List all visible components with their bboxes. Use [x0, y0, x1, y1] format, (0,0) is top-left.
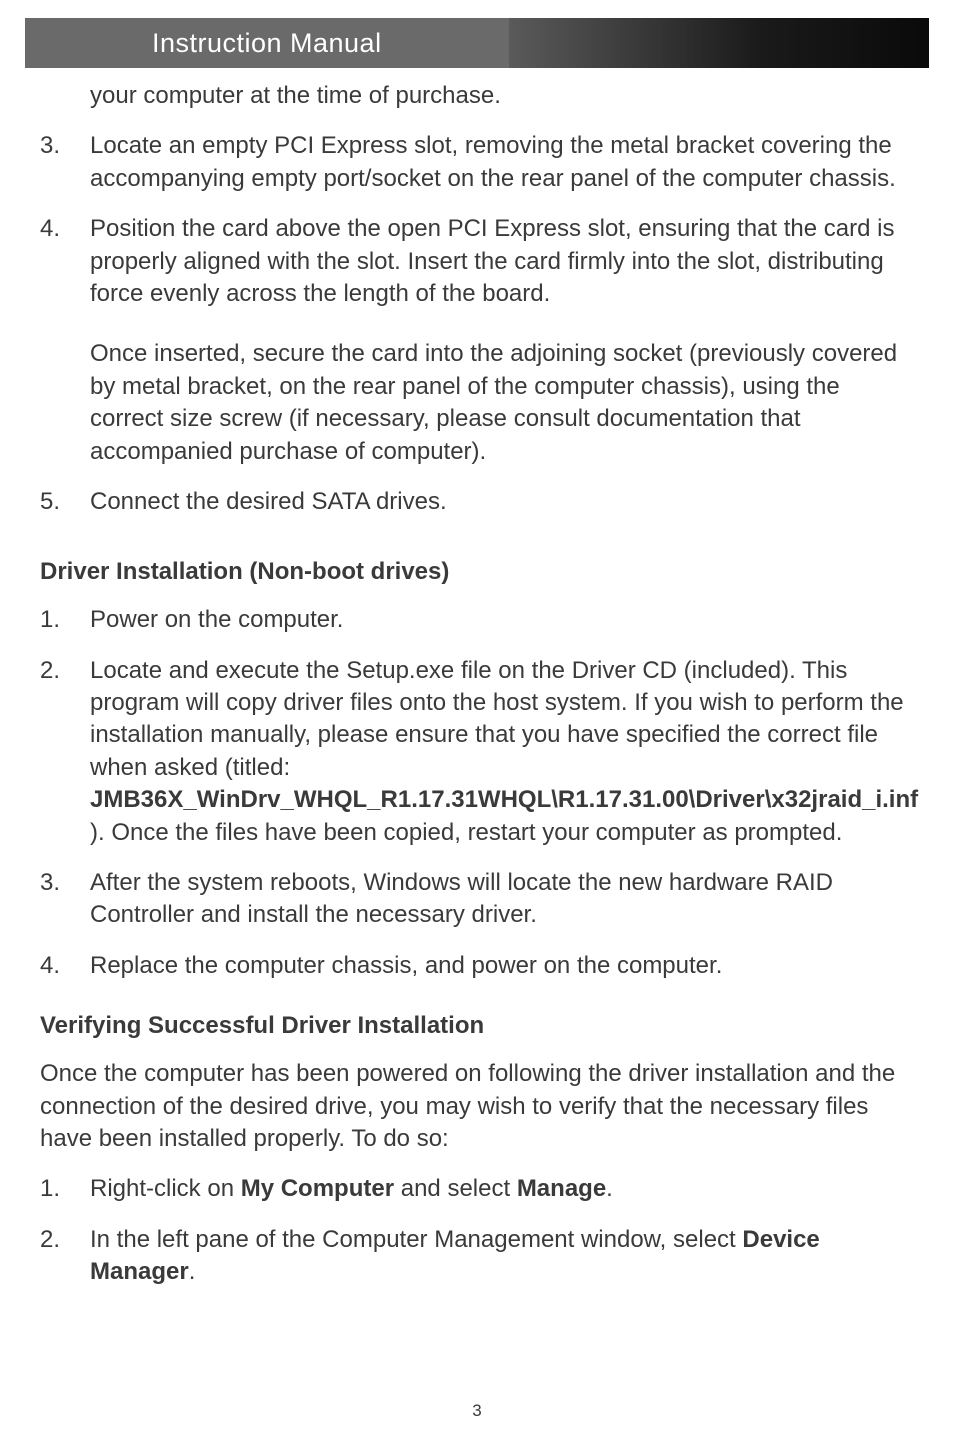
list-item-text-pre: In the left pane of the Computer Managem…	[90, 1226, 742, 1253]
driver-installation-heading: Driver Installation (Non-boot drives)	[40, 558, 914, 586]
list-item: In the left pane of the Computer Managem…	[40, 1224, 914, 1289]
list-item-text: After the system reboots, Windows will l…	[90, 869, 833, 928]
header-right-section	[509, 18, 929, 68]
page-container: Instruction Manual your computer at the …	[0, 18, 954, 1449]
list-item-text-pre: Locate and execute the Setup.exe file on…	[90, 657, 904, 781]
list-item: Position the card above the open PCI Exp…	[40, 213, 914, 468]
content-area: your computer at the time of purchase. L…	[0, 68, 954, 1289]
list-item: Locate and execute the Setup.exe file on…	[40, 655, 914, 849]
header-left-section: Instruction Manual	[25, 18, 509, 68]
page-number: 3	[0, 1401, 954, 1421]
list-item-text: Position the card above the open PCI Exp…	[90, 215, 894, 307]
continuation-text: your computer at the time of purchase.	[90, 80, 914, 112]
list-item: Locate an empty PCI Express slot, removi…	[40, 130, 914, 195]
file-path-bold: JMB36X_WinDrv_WHQL_R1.17.31WHQL\R1.17.31…	[90, 786, 918, 813]
list-item-text: Connect the desired SATA drives.	[90, 488, 447, 515]
list-item-text-post: .	[606, 1175, 613, 1202]
verify-list: Right-click on My Computer and select Ma…	[40, 1173, 914, 1288]
list-item: Right-click on My Computer and select Ma…	[40, 1173, 914, 1205]
body-paragraph: Once the computer has been powered on fo…	[40, 1058, 914, 1155]
list-item-text-pre: Right-click on	[90, 1175, 241, 1202]
list-item-text-mid: and select	[394, 1175, 517, 1202]
list-item: Power on the computer.	[40, 604, 914, 636]
list-item-subpara: Once inserted, secure the card into the …	[90, 338, 914, 468]
verifying-installation-heading: Verifying Successful Driver Installation	[40, 1012, 914, 1040]
list-item-text: Power on the computer.	[90, 606, 343, 633]
header-bar: Instruction Manual	[25, 18, 929, 68]
header-title: Instruction Manual	[152, 28, 382, 59]
driver-installation-list: Power on the computer. Locate and execut…	[40, 604, 914, 982]
list-item-text-post: ). Once the files have been copied, rest…	[90, 819, 842, 846]
installation-list: Locate an empty PCI Express slot, removi…	[40, 130, 914, 518]
list-item-text: Locate an empty PCI Express slot, removi…	[90, 132, 896, 191]
list-item: Replace the computer chassis, and power …	[40, 950, 914, 982]
list-item: After the system reboots, Windows will l…	[40, 867, 914, 932]
list-item-text: Replace the computer chassis, and power …	[90, 952, 722, 979]
list-item-text-post: .	[189, 1258, 196, 1285]
my-computer-bold: My Computer	[241, 1175, 394, 1202]
manage-bold: Manage	[517, 1175, 606, 1202]
list-item: Connect the desired SATA drives.	[40, 486, 914, 518]
